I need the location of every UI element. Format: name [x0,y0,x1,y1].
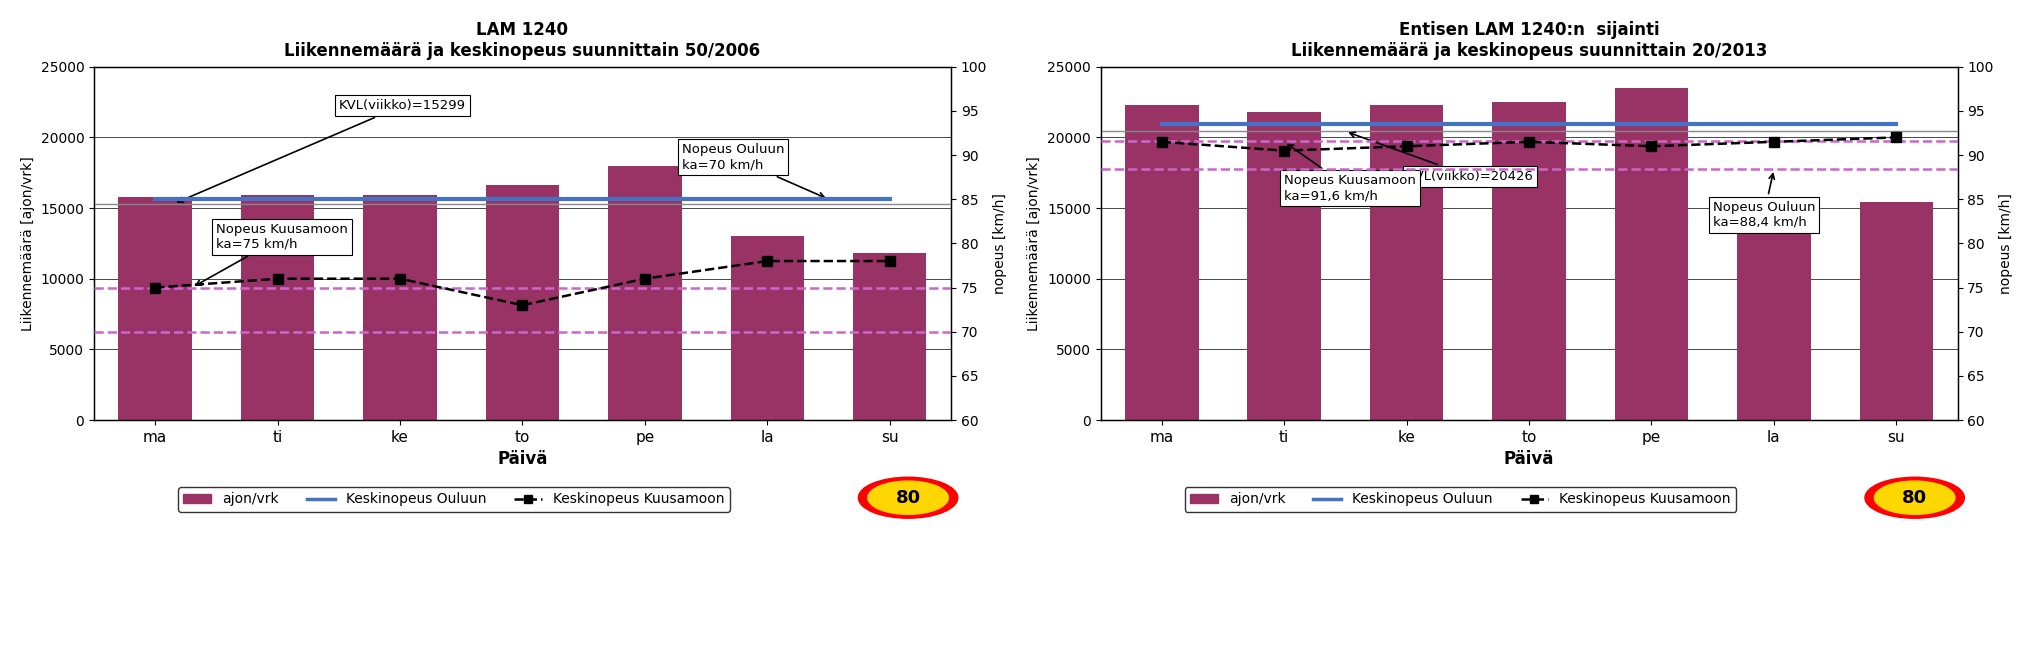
Circle shape [869,481,948,514]
Text: Nopeus Kuusamoon
ka=75 km/h: Nopeus Kuusamoon ka=75 km/h [195,223,348,285]
Y-axis label: Liikennemäärä [ajon/vrk]: Liikennemäärä [ajon/vrk] [20,156,35,331]
Circle shape [858,477,958,518]
Bar [1369,105,1444,420]
Text: 80: 80 [895,489,921,506]
Y-axis label: nopeus [km/h]: nopeus [km/h] [1999,193,2014,294]
Legend: ajon/vrk, Keskinopeus Ouluun, Keskinopeus Kuusamoon: ajon/vrk, Keskinopeus Ouluun, Keskinopeu… [177,487,730,512]
Bar [486,185,559,420]
Bar [730,236,803,420]
Text: Nopeus Kuusamoon
ka=91,6 km/h: Nopeus Kuusamoon ka=91,6 km/h [1283,144,1416,202]
Bar [1125,105,1198,420]
Circle shape [1875,481,1955,514]
Y-axis label: nopeus [km/h]: nopeus [km/h] [993,193,1007,294]
Circle shape [1865,477,1965,518]
Text: KVL(viikko)=15299: KVL(viikko)=15299 [177,99,466,203]
Y-axis label: Liikennemäärä [ajon/vrk]: Liikennemäärä [ajon/vrk] [1027,156,1041,331]
Bar [1859,203,1932,420]
Text: 80: 80 [1902,489,1928,506]
Title: LAM 1240
Liikennemäärä ja keskinopeus suunnittain 50/2006: LAM 1240 Liikennemäärä ja keskinopeus su… [285,21,761,60]
Bar [1737,207,1810,420]
Text: KVL(viikko)=20426: KVL(viikko)=20426 [1351,132,1534,183]
Title: Entisen LAM 1240:n  sijainti
Liikennemäärä ja keskinopeus suunnittain 20/2013: Entisen LAM 1240:n sijainti Liikennemäär… [1292,21,1768,60]
Text: Nopeus Ouluun
ka=88,4 km/h: Nopeus Ouluun ka=88,4 km/h [1713,173,1814,228]
Bar [364,195,437,420]
Bar [1247,112,1320,420]
Text: Nopeus Ouluun
ka=70 km/h: Nopeus Ouluun ka=70 km/h [681,143,824,198]
Bar [608,166,681,420]
Bar [852,254,925,420]
Bar [1493,102,1566,420]
X-axis label: Päivä: Päivä [1503,450,1554,468]
Bar [240,195,315,420]
Bar [118,197,191,420]
X-axis label: Päivä: Päivä [496,450,547,468]
Bar [1615,88,1688,420]
Legend: ajon/vrk, Keskinopeus Ouluun, Keskinopeus Kuusamoon: ajon/vrk, Keskinopeus Ouluun, Keskinopeu… [1184,487,1737,512]
